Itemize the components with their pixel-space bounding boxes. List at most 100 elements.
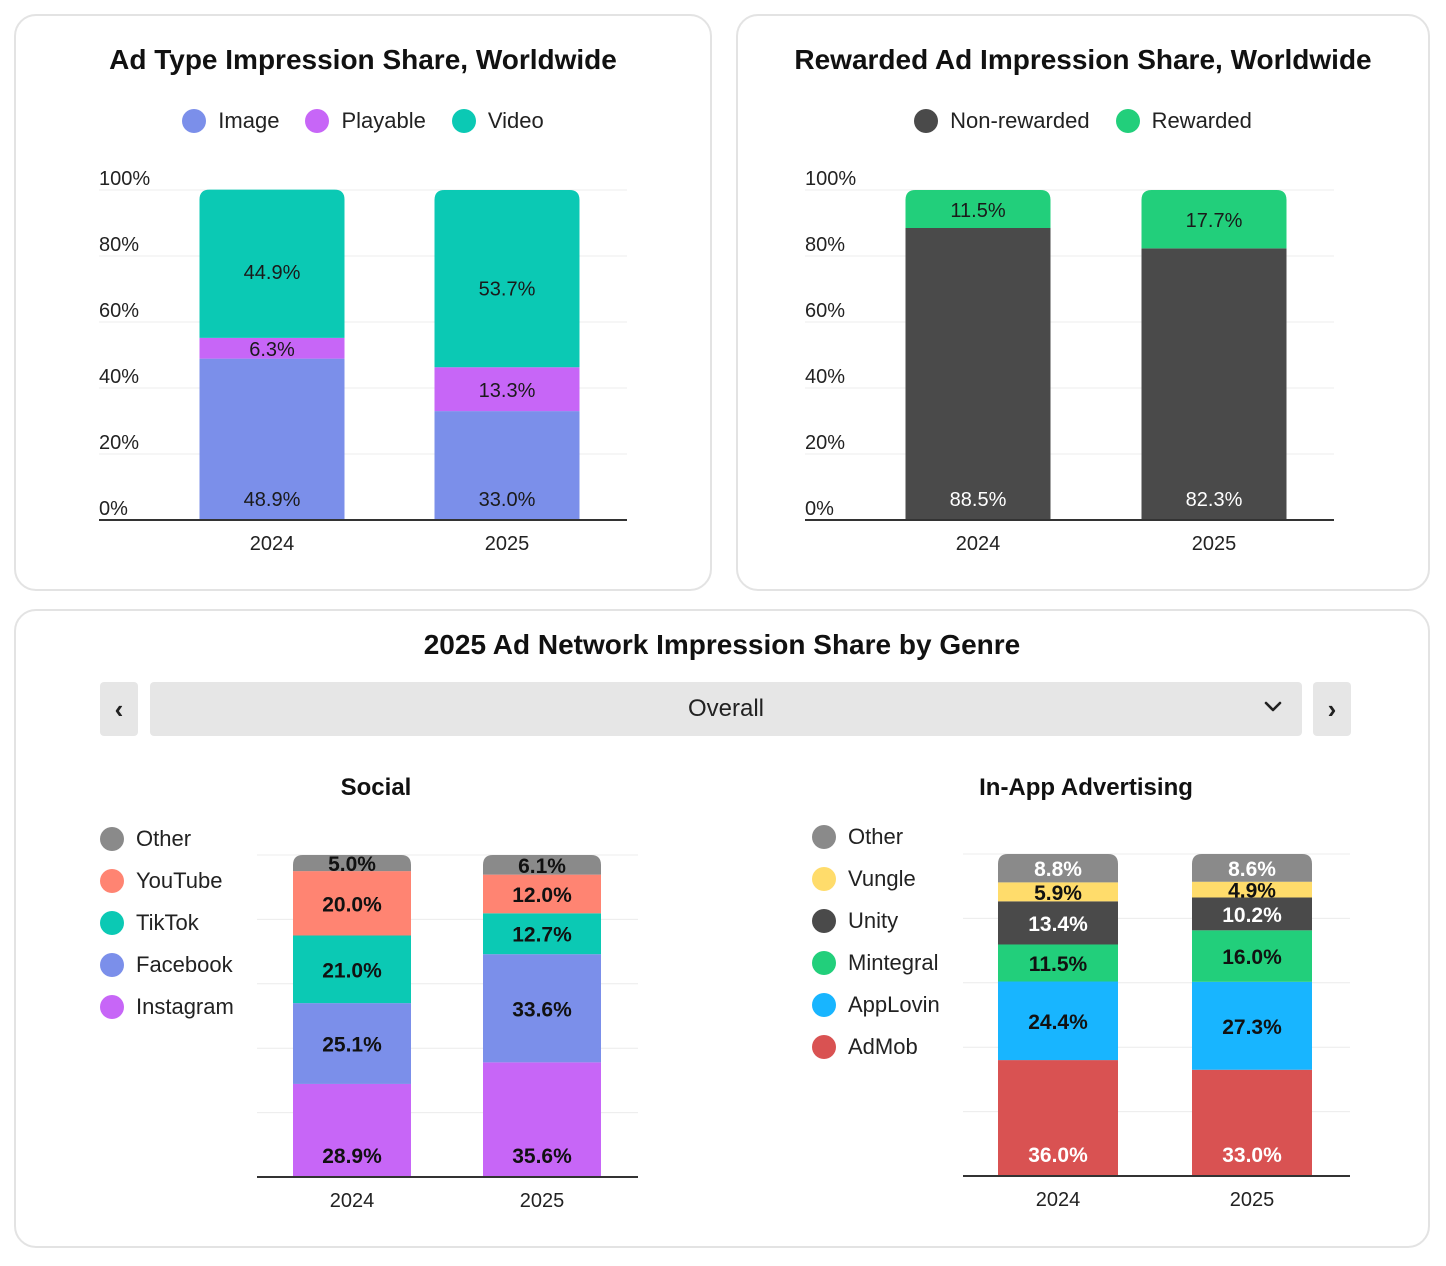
bar-segment-instagram-2025 [483, 1062, 601, 1177]
x-category-label: 2024 [956, 533, 1001, 555]
bar-segment-tiktok-2024 [293, 935, 411, 1004]
bar-segment-other-2024 [998, 854, 1118, 883]
legend-label-mintegral: Mintegral [848, 950, 939, 975]
data-label-other-2025: 8.6% [1228, 858, 1276, 881]
ad-type-legend: Image Playable Video [16, 108, 710, 134]
legend-swatch-social-other [100, 827, 124, 851]
ad-network-chart-card: 2025 Ad Network Impression Share by Genr… [14, 609, 1430, 1248]
legend-item-instagram[interactable]: Instagram [100, 994, 234, 1020]
bar-segment-image-2024 [199, 358, 345, 520]
data-label-rewarded-2025: 17.7% [1186, 210, 1243, 232]
legend-item-vungle[interactable]: Vungle [812, 866, 940, 892]
bar-segment-applovin-2025 [1192, 981, 1312, 1070]
legend-swatch-rewarded [1115, 109, 1140, 133]
legend-swatch-admob [812, 1035, 836, 1059]
ad-type-chart-title: Ad Type Impression Share, Worldwide [109, 44, 617, 75]
legend-label-inapp-other: Other [848, 824, 904, 849]
y-tick-label: 80% [805, 234, 845, 256]
legend-item-inapp-other[interactable]: Other [812, 824, 940, 850]
legend-item-rewarded[interactable]: Rewarded [1115, 108, 1252, 134]
chevron-right-icon: › [1327, 693, 1337, 724]
x-category-label: 2025 [1230, 1189, 1275, 1211]
data-label-playable-2024: 6.3% [249, 339, 295, 361]
legend-label-admob: AdMob [848, 1034, 918, 1059]
legend-label-tiktok: TikTok [136, 910, 199, 935]
bar-segment-playable-2025 [434, 367, 580, 412]
legend-item-video[interactable]: Video [451, 108, 544, 134]
x-category-label: 2025 [1192, 533, 1237, 555]
bar-segment-image-2025 [434, 411, 580, 520]
legend-swatch-unity [812, 909, 836, 933]
legend-item-tiktok[interactable]: TikTok [100, 910, 234, 936]
data-label-non-rewarded-2025: 82.3% [1186, 489, 1243, 511]
legend-item-admob[interactable]: AdMob [812, 1034, 940, 1060]
legend-label-image: Image [218, 108, 280, 133]
chevron-left-icon: ‹ [114, 693, 124, 724]
x-category-label: 2025 [520, 1190, 565, 1212]
legend-item-youtube[interactable]: YouTube [100, 868, 234, 894]
data-label-playable-2025: 13.3% [479, 380, 536, 402]
genre-dropdown[interactable]: Overall [150, 682, 1302, 736]
x-category-label: 2024 [250, 533, 295, 555]
legend-label-facebook: Facebook [136, 952, 233, 977]
data-label-facebook-2024: 25.1% [322, 1034, 382, 1057]
social-chart-title: Social [340, 774, 412, 801]
bar-segment-non-rewarded-2025 [1141, 248, 1287, 520]
legend-item-social-other[interactable]: Other [100, 826, 234, 852]
legend-swatch-non-rewarded [914, 109, 939, 133]
data-label-unity-2025: 10.2% [1222, 904, 1282, 927]
data-label-other-2025: 6.1% [518, 855, 566, 878]
legend-item-applovin[interactable]: AppLovin [812, 992, 940, 1018]
y-tick-label: 40% [805, 366, 845, 388]
y-tick-label: 80% [99, 234, 139, 256]
ad-type-bar-chart: 0% 20% 40% 60% 80% 100% 48.9% 6.3% 44.9% 2024 33.0… [99, 168, 627, 555]
x-category-label: 2024 [1036, 1189, 1081, 1211]
next-genre-button[interactable]: › [1313, 682, 1351, 736]
data-label-admob-2024: 36.0% [1028, 1144, 1088, 1167]
bar-segment-youtube-2024 [293, 871, 411, 936]
legend-item-mintegral[interactable]: Mintegral [812, 950, 940, 976]
data-label-other-2024: 8.8% [1034, 858, 1082, 881]
bar-segment-unity-2024 [998, 901, 1118, 945]
y-tick-label: 20% [99, 432, 139, 454]
data-label-mintegral-2024: 11.5% [1029, 953, 1088, 976]
legend-label-non-rewarded: Non-rewarded [950, 108, 1090, 133]
bar-segment-vungle-2025 [1192, 881, 1312, 898]
legend-item-unity[interactable]: Unity [812, 908, 940, 934]
bar-segment-unity-2025 [1192, 897, 1312, 931]
bar-segment-youtube-2025 [483, 874, 601, 914]
legend-swatch-tiktok [100, 911, 124, 935]
data-label-non-rewarded-2024: 88.5% [950, 489, 1007, 511]
legend-label-video: Video [487, 108, 544, 133]
bar-segment-rewarded-2024 [905, 190, 1051, 228]
legend-item-non-rewarded[interactable]: Non-rewarded [914, 108, 1090, 134]
bar-segment-tiktok-2025 [483, 913, 601, 955]
legend-swatch-youtube [100, 869, 124, 893]
data-label-video-2024: 44.9% [244, 262, 301, 284]
legend-label-applovin: AppLovin [848, 992, 940, 1017]
data-label-video-2025: 53.7% [479, 278, 536, 300]
bar-segment-facebook-2024 [293, 1003, 411, 1084]
legend-label-vungle: Vungle [848, 866, 916, 891]
legend-item-playable[interactable]: Playable [305, 108, 426, 134]
data-label-admob-2025: 33.0% [1222, 1144, 1282, 1167]
y-tick-label: 0% [99, 498, 128, 520]
legend-item-facebook[interactable]: Facebook [100, 952, 234, 978]
legend-item-image[interactable]: Image [182, 108, 279, 134]
data-label-instagram-2024: 28.9% [322, 1145, 382, 1168]
bar-segment-video-2025 [434, 190, 580, 368]
bar-segment-admob-2025 [1192, 1069, 1312, 1176]
social-legend: Other YouTube TikTok Facebook Instagram [100, 826, 234, 1020]
legend-label-instagram: Instagram [136, 994, 234, 1019]
prev-genre-button[interactable]: ‹ [100, 682, 138, 736]
legend-swatch-applovin [812, 993, 836, 1017]
legend-swatch-instagram [100, 995, 124, 1019]
data-label-vungle-2025: 4.9% [1228, 880, 1276, 903]
data-label-facebook-2025: 33.6% [512, 998, 572, 1021]
chevron-down-icon [1264, 701, 1282, 712]
inapp-legend: Other Vungle Unity Mintegral AppLovin Ad… [812, 824, 940, 1060]
legend-swatch-image [182, 109, 207, 133]
data-label-vungle-2024: 5.9% [1034, 882, 1082, 905]
bar-segment-applovin-2024 [998, 981, 1118, 1061]
data-label-unity-2024: 13.4% [1028, 913, 1088, 936]
